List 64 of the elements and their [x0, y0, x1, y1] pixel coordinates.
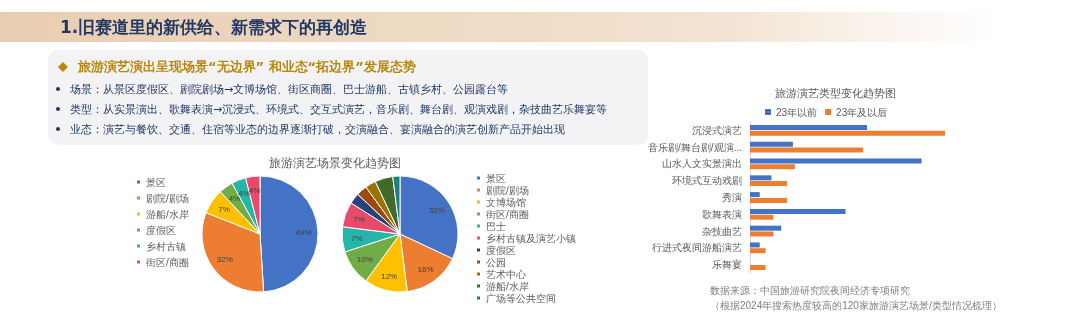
- text: 1.旧赛道里的新供给、新需求下的再创造: [60, 16, 368, 39]
- bar: [750, 141, 793, 147]
- data-label: 49%: [295, 228, 312, 238]
- data-label: 7%: [353, 214, 365, 224]
- bar: [750, 264, 766, 270]
- bar: [750, 242, 760, 248]
- text: 类型：从实景演出、歌舞表演→沉浸式、环境式、交互式演艺，音乐剧、舞台剧、观演戏剧，杂技曲艺乐舞宴等: [70, 103, 608, 116]
- bar: [750, 192, 760, 198]
- legend-label: 度假区: [486, 244, 516, 256]
- text: 场景：从景区度假区、剧院剧场→文博场馆、街区商圈、巴士游船、古镇乡村、公园露台等: [70, 83, 509, 96]
- y-tick-label: 行进式夜间游船演艺: [652, 242, 742, 254]
- legend-label: 街区/商圈: [146, 256, 189, 268]
- y-tick-label: 乐舞宴: [712, 259, 742, 271]
- legend-label: 剧院/剧场: [146, 192, 189, 204]
- legend-label: 游船/水岸: [146, 208, 189, 220]
- source-note: 数据来源：中国旅游研究院夜间经济专项研究: [710, 284, 910, 296]
- legend-label: 景区: [146, 176, 166, 188]
- bar: [750, 164, 795, 170]
- y-tick-label: 环境式互动戏剧: [672, 175, 742, 187]
- chart-title: 旅游演艺类型变化趋势图: [775, 86, 896, 99]
- legend-label: 乡村古镇: [146, 240, 186, 252]
- data-label: 10%: [356, 255, 373, 265]
- bar: [750, 214, 774, 220]
- data-label: 32%: [428, 206, 445, 216]
- y-tick-label: 沉浸式演艺: [692, 124, 742, 136]
- bar: [750, 231, 774, 237]
- y-tick-label: 山水人文实景演出: [662, 158, 742, 170]
- y-tick-label: 秀演: [722, 192, 742, 203]
- legend-label: 广场等公共空间: [486, 292, 556, 304]
- data-label: 12%: [381, 271, 398, 281]
- data-label: 32%: [216, 255, 233, 265]
- legend-label: 艺术中心: [486, 268, 526, 280]
- chart-title: 旅游演艺场景变化趋势图: [269, 156, 401, 170]
- legend-label: 游船/水岸: [486, 280, 529, 292]
- bar: [750, 197, 788, 203]
- text: 业态：演艺与餐饮、交通、住宿等业态的边界逐渐打破，交演融合、宴演融合的演艺创新产品开始出现: [70, 123, 565, 136]
- data-label: 7%: [218, 205, 230, 215]
- legend-label: 文博场馆: [486, 196, 526, 208]
- text: （根据2024年搜索热度较高的120家旅游演艺场景/类型情况梳理）: [710, 299, 1002, 311]
- bar: [750, 225, 782, 231]
- legend-label: 巴士: [486, 220, 506, 232]
- legend-label: 乡村古镇及演艺小镇: [486, 232, 576, 244]
- y-tick-label: 歌舞表演: [702, 208, 742, 220]
- text: 旅游演艺演出呈现场景“无边界” 和业态“拓边界”发展态势: [78, 59, 416, 74]
- bar: [750, 130, 945, 136]
- y-tick-label: 杂技曲艺: [702, 225, 742, 237]
- bar: [750, 158, 922, 164]
- data-label: 16%: [417, 264, 434, 274]
- legend-label: 23年及以后: [836, 106, 888, 118]
- legend-label: 度假区: [146, 224, 176, 236]
- bar: [750, 208, 846, 214]
- legend-label: 街区/商圈: [486, 208, 529, 220]
- data-label: 7%: [350, 233, 363, 243]
- data-label: 4%: [228, 194, 241, 204]
- legend-label: 剧院/剧场: [486, 184, 529, 196]
- bar: [750, 248, 766, 254]
- y-tick-label: 音乐剧/舞台剧/观演...: [648, 141, 742, 153]
- legend-label: 23年以前: [776, 106, 818, 118]
- bar: [750, 147, 864, 153]
- legend-label: 公园: [486, 256, 506, 268]
- legend-label: 景区: [486, 172, 506, 184]
- bar: [750, 175, 772, 181]
- bar: [750, 181, 788, 187]
- bar: [750, 125, 867, 131]
